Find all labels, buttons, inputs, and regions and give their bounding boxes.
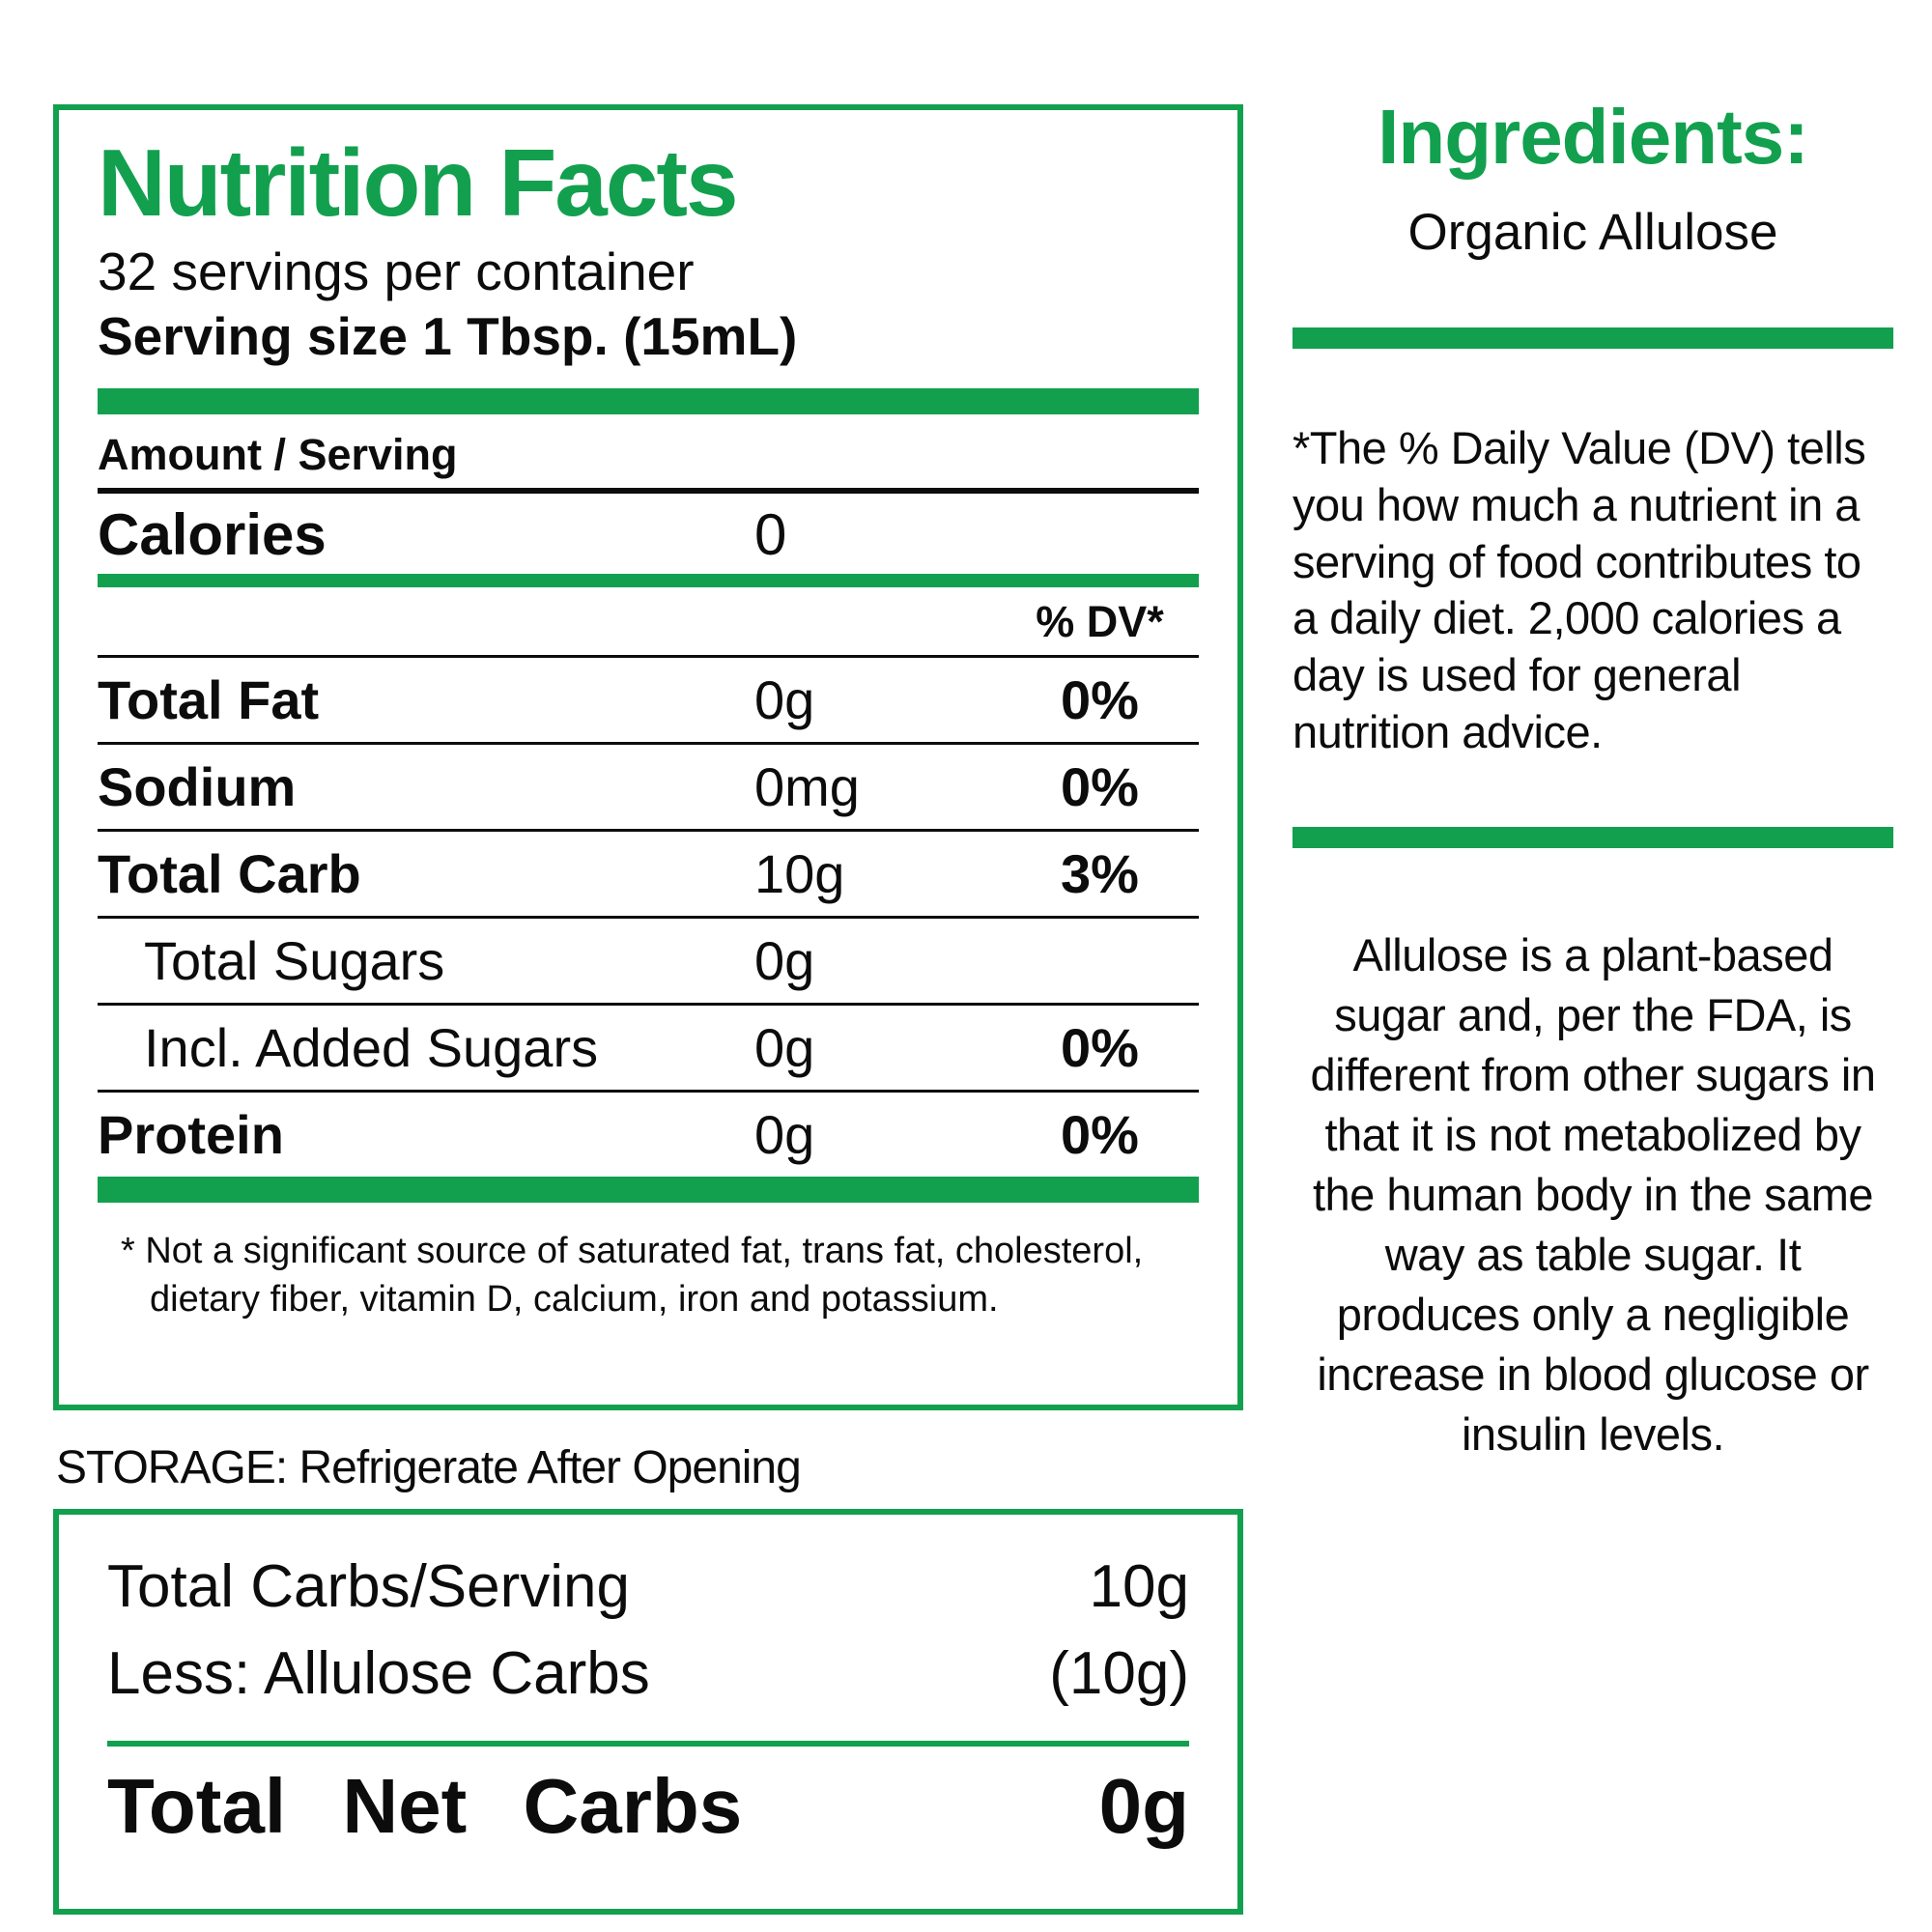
nutrient-amount: 10g xyxy=(754,843,845,905)
green-rule xyxy=(107,1740,1189,1747)
green-divider-top xyxy=(98,388,1199,415)
nutrient-dv: 3% xyxy=(1061,843,1139,905)
right-column: Ingredients: Organic Allulose *The % Dai… xyxy=(1293,97,1893,1464)
calories-value: 0 xyxy=(754,502,787,568)
nutrient-row-sodium: Sodium 0mg 0% xyxy=(98,745,1199,833)
nutrient-amount: 0g xyxy=(754,930,815,992)
nutrient-row-protein: Protein 0g 0% xyxy=(98,1093,1199,1177)
servings-per-container: 32 servings per container xyxy=(98,241,695,301)
nutrition-facts-title: Nutrition Facts xyxy=(98,129,738,236)
net-carbs-row-label: Total Carbs/Serving xyxy=(107,1553,631,1620)
ingredients-value: Organic Allulose xyxy=(1407,204,1778,261)
nutrient-dv: 0% xyxy=(1061,756,1139,818)
nutrition-facts-panel: Nutrition Facts 32 servings per containe… xyxy=(53,104,1243,1410)
nutrient-label: Sodium xyxy=(98,756,297,818)
nutrient-row-total-sugars: Total Sugars 0g xyxy=(98,919,1199,1007)
nutrient-label: Total Fat xyxy=(98,669,320,731)
net-carbs-row-value: (10g) xyxy=(1049,1639,1189,1707)
nutrient-row-total-carb: Total Carb 10g 3% xyxy=(98,832,1199,920)
net-carbs-row-less: Less: Allulose Carbs (10g) xyxy=(107,1631,1189,1718)
nutrient-label: Total Carb xyxy=(98,843,361,905)
nutrient-dv: 0% xyxy=(1061,1017,1139,1079)
allulose-description: Allulose is a plant-based sugar and, per… xyxy=(1310,928,1876,1460)
green-divider-bottom xyxy=(98,1177,1199,1204)
storage-note: STORAGE: Refrigerate After Opening xyxy=(56,1442,802,1493)
nutrient-label: Total Sugars xyxy=(144,930,445,992)
daily-value-header: % DV* xyxy=(1036,597,1164,647)
total-net-carbs-row: Total Net Carbs 0g xyxy=(107,1762,1189,1851)
net-carbs-panel: Total Carbs/Serving 10g Less: Allulose C… xyxy=(53,1509,1243,1915)
green-bar xyxy=(1293,327,1893,349)
net-carbs-row-total: Total Carbs/Serving 10g xyxy=(107,1544,1189,1631)
nutrient-amount: 0g xyxy=(754,669,815,731)
amount-per-serving-heading: Amount / Serving xyxy=(98,414,1199,495)
calories-row: Calories 0 xyxy=(98,494,1199,574)
net-carbs-row-label: Less: Allulose Carbs xyxy=(107,1639,650,1707)
serving-size: Serving size 1 Tbsp. (15mL) xyxy=(98,306,798,367)
nutrition-footnote: * Not a significant source of saturated … xyxy=(121,1231,1144,1320)
nutrient-dv: 0% xyxy=(1061,669,1139,731)
nutrient-label: Protein xyxy=(98,1104,284,1166)
green-divider-calories xyxy=(98,574,1199,588)
calories-label: Calories xyxy=(98,502,327,568)
daily-value-note: *The % Daily Value (DV) tells you how mu… xyxy=(1293,422,1866,757)
net-carbs-row-value: 10g xyxy=(1089,1553,1189,1620)
green-bar xyxy=(1293,826,1893,848)
nutrient-amount: 0mg xyxy=(754,756,860,818)
total-net-carbs-label: Total Net Carbs xyxy=(107,1762,743,1849)
nutrient-label: Incl. Added Sugars xyxy=(144,1017,599,1079)
nutrient-row-total-fat: Total Fat 0g 0% xyxy=(98,658,1199,746)
nutrient-amount: 0g xyxy=(754,1017,815,1079)
nutrient-row-added-sugars: Incl. Added Sugars 0g 0% xyxy=(98,1006,1199,1094)
nutrient-amount: 0g xyxy=(754,1104,815,1166)
daily-value-header-row: % DV* xyxy=(98,587,1199,659)
ingredients-title: Ingredients: xyxy=(1378,94,1809,180)
nutrient-dv: 0% xyxy=(1061,1104,1139,1166)
total-net-carbs-value: 0g xyxy=(1098,1762,1189,1849)
